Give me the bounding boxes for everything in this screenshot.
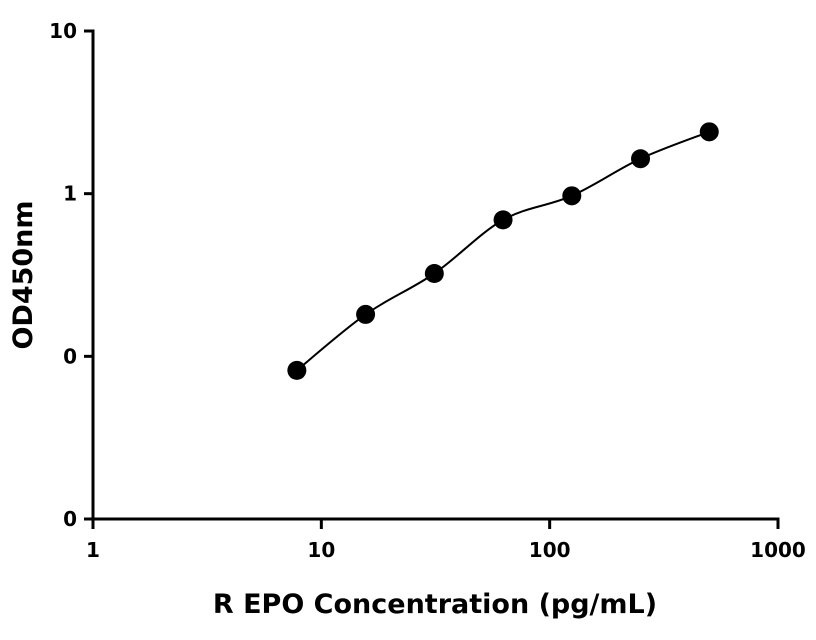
x-tick-label: 10	[307, 538, 335, 562]
y-tick-label: 10	[49, 19, 77, 43]
fit-curve	[296, 130, 710, 372]
data-point	[493, 210, 513, 230]
y-axis-label: OD450nm	[8, 200, 39, 349]
y-tick-label: 0	[63, 344, 77, 368]
x-tick-label: 1000	[750, 538, 806, 562]
x-tick-label: 1	[86, 538, 100, 562]
data-point	[631, 149, 651, 169]
data-point	[699, 122, 719, 142]
data-point	[287, 360, 307, 380]
data-point	[424, 264, 444, 284]
data-point	[562, 186, 582, 206]
data-point	[356, 304, 376, 324]
y-tick-label: 1	[63, 182, 77, 206]
x-tick-label: 100	[529, 538, 571, 562]
y-tick-label: 0	[63, 507, 77, 531]
x-axis-label: R EPO Concentration (pg/mL)	[213, 589, 657, 620]
